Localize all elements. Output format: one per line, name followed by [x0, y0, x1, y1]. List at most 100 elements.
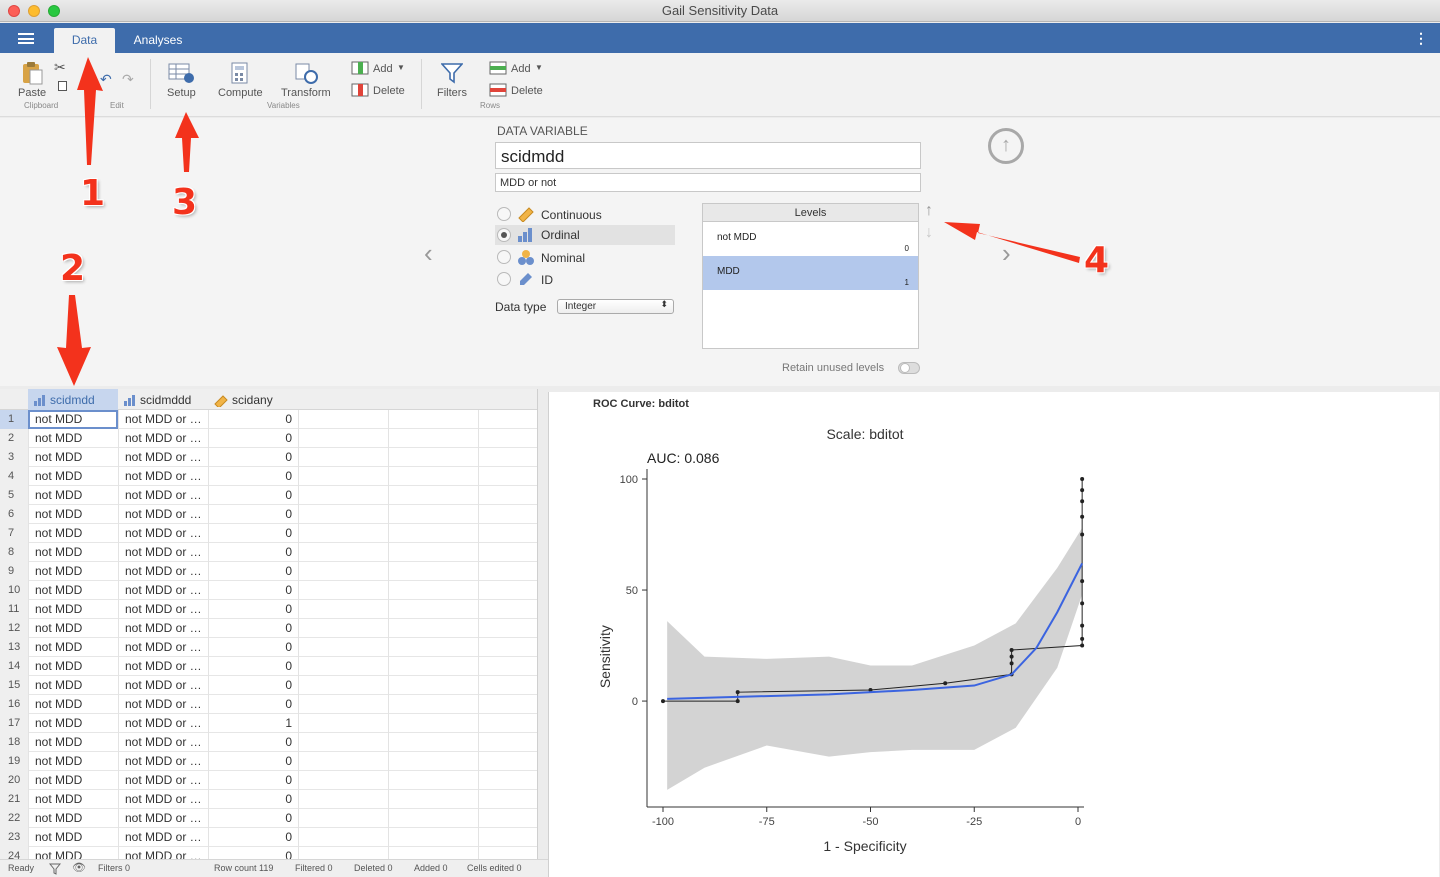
copy-icon[interactable] [58, 81, 67, 91]
cell-scidmdd[interactable]: not MDD [28, 448, 118, 467]
empty-cell[interactable] [298, 790, 388, 809]
cell-scidmddd[interactable]: not MDD or … [118, 448, 208, 467]
table-row[interactable]: 19 not MDD not MDD or … 0 [0, 752, 537, 771]
undo-icon[interactable]: ↶ [100, 71, 112, 87]
cell-scidmddd[interactable]: not MDD or … [118, 809, 208, 828]
empty-cell[interactable] [298, 771, 388, 790]
table-row[interactable]: 3 not MDD not MDD or … 0 [0, 448, 537, 467]
empty-cell[interactable] [478, 524, 537, 543]
empty-cell[interactable] [478, 752, 537, 771]
column-header-scidmddd[interactable]: scidmddd [118, 389, 208, 410]
cell-scidmddd[interactable]: not MDD or … [118, 505, 208, 524]
delete-row-button[interactable]: Delete [489, 83, 549, 99]
empty-cell[interactable] [388, 828, 478, 847]
cell-scidmddd[interactable]: not MDD or … [118, 828, 208, 847]
compute-button[interactable]: Compute [216, 59, 264, 99]
empty-cell[interactable] [388, 505, 478, 524]
cell-scidmdd[interactable]: not MDD [28, 619, 118, 638]
tab-data[interactable]: Data [54, 28, 115, 53]
table-row[interactable]: 17 not MDD not MDD or … 1 [0, 714, 537, 733]
empty-cell[interactable] [478, 581, 537, 600]
cut-icon[interactable]: ✂ [54, 59, 66, 75]
cell-scidany[interactable]: 1 [208, 714, 298, 733]
table-row[interactable]: 16 not MDD not MDD or … 0 [0, 695, 537, 714]
cell-scidmdd[interactable]: not MDD [28, 790, 118, 809]
cell-scidmdd[interactable]: not MDD [28, 543, 118, 562]
table-row[interactable]: 14 not MDD not MDD or … 0 [0, 657, 537, 676]
cell-scidmddd[interactable]: not MDD or … [118, 847, 208, 859]
empty-cell[interactable] [388, 847, 478, 859]
empty-cell[interactable] [478, 505, 537, 524]
menu-icon[interactable] [18, 33, 34, 44]
empty-cell[interactable] [388, 714, 478, 733]
empty-cell[interactable] [298, 752, 388, 771]
cell-scidany[interactable]: 0 [208, 429, 298, 448]
next-variable-button[interactable]: › [1002, 238, 1011, 268]
cell-scidmdd[interactable]: not MDD [28, 695, 118, 714]
cell-scidmddd[interactable]: not MDD or … [118, 467, 208, 486]
cell-scidany[interactable]: 0 [208, 410, 298, 429]
empty-cell[interactable] [478, 486, 537, 505]
ordinal-radio[interactable] [497, 228, 511, 242]
cell-scidmddd[interactable]: not MDD or … [118, 429, 208, 448]
empty-cell[interactable] [298, 657, 388, 676]
empty-cell[interactable] [298, 410, 388, 429]
cell-scidmdd[interactable]: not MDD [28, 467, 118, 486]
empty-cell[interactable] [478, 771, 537, 790]
cell-scidany[interactable]: 0 [208, 752, 298, 771]
cell-scidmdd[interactable]: not MDD [28, 486, 118, 505]
table-row[interactable]: 7 not MDD not MDD or … 0 [0, 524, 537, 543]
empty-cell[interactable] [478, 410, 537, 429]
empty-cell[interactable] [298, 714, 388, 733]
cell-scidmddd[interactable]: not MDD or … [118, 714, 208, 733]
empty-cell[interactable] [388, 809, 478, 828]
cell-scidmdd[interactable]: not MDD [28, 847, 118, 859]
variable-name-field[interactable]: scidmdd [495, 142, 921, 169]
table-row[interactable]: 22 not MDD not MDD or … 0 [0, 809, 537, 828]
table-row[interactable]: 21 not MDD not MDD or … 0 [0, 790, 537, 809]
cell-scidany[interactable]: 0 [208, 695, 298, 714]
empty-cell[interactable] [388, 467, 478, 486]
column-header-scidmdd[interactable]: scidmdd [28, 389, 118, 410]
table-row[interactable]: 9 not MDD not MDD or … 0 [0, 562, 537, 581]
empty-cell[interactable] [298, 600, 388, 619]
cell-scidany[interactable]: 0 [208, 562, 298, 581]
table-row[interactable]: 8 not MDD not MDD or … 0 [0, 543, 537, 562]
cell-scidmdd[interactable]: not MDD [28, 505, 118, 524]
cell-scidmdd[interactable]: not MDD [28, 600, 118, 619]
redo-icon[interactable]: ↷ [122, 71, 134, 87]
cell-scidany[interactable]: 0 [208, 448, 298, 467]
cell-scidmddd[interactable]: not MDD or … [118, 600, 208, 619]
cell-scidmddd[interactable]: not MDD or … [118, 790, 208, 809]
cell-scidmddd[interactable]: not MDD or … [118, 657, 208, 676]
cell-scidmdd[interactable]: not MDD [28, 752, 118, 771]
cell-scidmddd[interactable]: not MDD or … [118, 676, 208, 695]
cell-scidany[interactable]: 0 [208, 581, 298, 600]
measure-id-option[interactable]: ID [495, 271, 675, 291]
empty-cell[interactable] [478, 562, 537, 581]
table-row[interactable]: 15 not MDD not MDD or … 0 [0, 676, 537, 695]
table-row[interactable]: 11 not MDD not MDD or … 0 [0, 600, 537, 619]
cell-scidmdd[interactable]: not MDD [28, 638, 118, 657]
cell-scidany[interactable]: 0 [208, 847, 298, 859]
cell-scidany[interactable]: 0 [208, 543, 298, 562]
cell-scidmddd[interactable]: not MDD or … [118, 410, 208, 429]
move-level-up-icon[interactable]: ↑ [925, 202, 933, 219]
transform-button[interactable]: Transform [278, 59, 334, 99]
empty-cell[interactable] [388, 600, 478, 619]
more-options-icon[interactable]: ⋮ [1414, 30, 1428, 46]
tab-analyses[interactable]: Analyses [133, 33, 183, 47]
table-row[interactable]: 4 not MDD not MDD or … 0 [0, 467, 537, 486]
cell-scidmddd[interactable]: not MDD or … [118, 543, 208, 562]
table-row[interactable]: 23 not MDD not MDD or … 0 [0, 828, 537, 847]
table-row[interactable]: 13 not MDD not MDD or … 0 [0, 638, 537, 657]
empty-cell[interactable] [478, 619, 537, 638]
empty-cell[interactable] [298, 619, 388, 638]
cell-scidmdd[interactable]: not MDD [28, 410, 118, 429]
maximize-window-button[interactable] [48, 5, 60, 17]
empty-cell[interactable] [388, 581, 478, 600]
empty-cell[interactable] [478, 657, 537, 676]
table-row[interactable]: 18 not MDD not MDD or … 0 [0, 733, 537, 752]
empty-cell[interactable] [478, 638, 537, 657]
cell-scidmddd[interactable]: not MDD or … [118, 695, 208, 714]
